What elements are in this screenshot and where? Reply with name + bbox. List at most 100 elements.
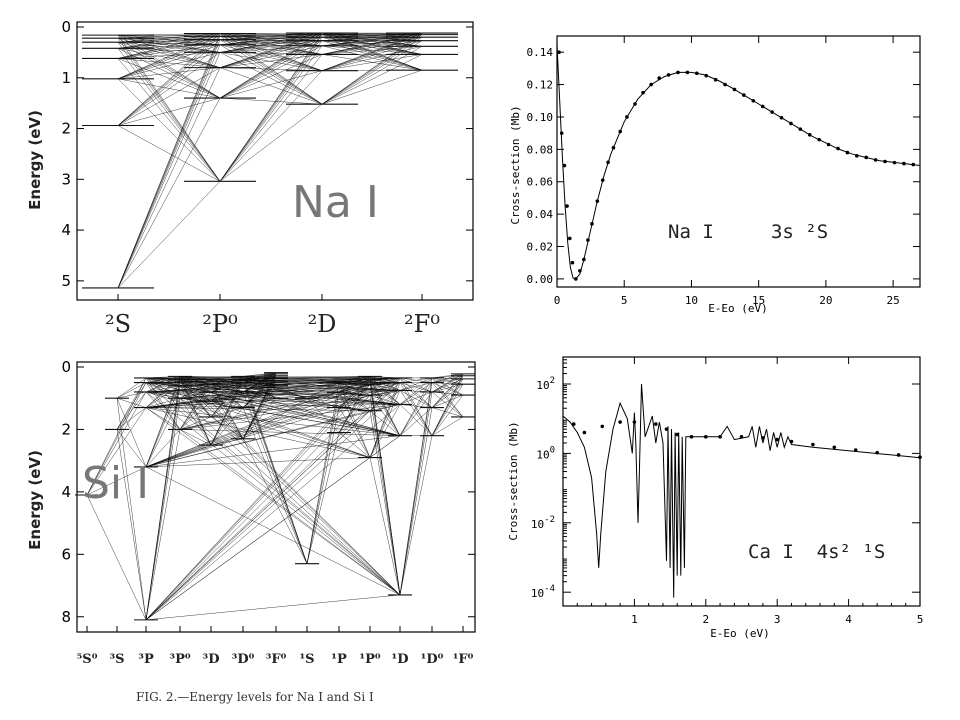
- transition-line: [321, 54, 423, 105]
- transition-line: [219, 40, 323, 68]
- term-label: ¹D: [392, 652, 409, 667]
- transition-line: [117, 34, 221, 46]
- transition-line: [145, 376, 181, 467]
- transition-line: [399, 377, 433, 436]
- y-tick-label: 1: [61, 69, 71, 87]
- transition-line: [219, 52, 323, 105]
- term-label: ³P: [138, 652, 154, 667]
- data-point: [578, 269, 582, 273]
- transition-line: [219, 52, 323, 71]
- transition-line: [117, 52, 221, 80]
- transition-line: [86, 494, 147, 620]
- transition-line: [179, 429, 401, 596]
- transition-line: [145, 466, 401, 596]
- data-point: [761, 436, 765, 440]
- transition-line: [321, 36, 423, 47]
- data-point: [654, 422, 658, 426]
- transition-line: [145, 377, 401, 405]
- x-tick-label: 2: [702, 613, 709, 626]
- transition-line: [321, 32, 423, 47]
- transition-line: [321, 40, 423, 55]
- y-tick-label: 0.04: [527, 208, 554, 221]
- transition-line: [145, 379, 181, 393]
- transition-line: [117, 38, 221, 182]
- data-point: [557, 50, 561, 54]
- transition-line: [210, 401, 244, 439]
- transition-line: [179, 376, 401, 379]
- data-point: [855, 154, 859, 158]
- y-tick-label: 4: [61, 483, 71, 501]
- y-tick-label: 3: [61, 170, 71, 188]
- transition-line: [179, 404, 401, 430]
- transition-line: [117, 67, 221, 289]
- transition-line: [242, 407, 308, 564]
- transition-line: [399, 382, 433, 408]
- transition-line: [117, 78, 221, 182]
- transition-line: [145, 391, 401, 596]
- y-tick-label: 102: [536, 376, 555, 392]
- transition-line: [145, 404, 401, 621]
- transition-line: [117, 48, 221, 53]
- figure-caption: FIG. 2.—Energy levels for Na I and Si I: [136, 690, 374, 704]
- data-point: [739, 435, 744, 439]
- transition-line: [145, 594, 401, 621]
- transition-line: [431, 382, 464, 418]
- transition-line: [431, 416, 464, 436]
- transition-line: [219, 40, 323, 99]
- data-point: [695, 71, 699, 76]
- y-tick-label: 0.00: [527, 273, 554, 286]
- transition-line: [431, 383, 464, 408]
- transition-line: [369, 394, 401, 405]
- y-tick-label: 5: [61, 272, 71, 290]
- transition-line: [399, 377, 433, 393]
- transition-line: [145, 377, 371, 458]
- transition-line: [86, 377, 147, 496]
- x-tick-label: 20: [819, 294, 832, 307]
- transition-line: [179, 377, 401, 430]
- data-point: [864, 155, 869, 160]
- na-cross-section-annotation: Na I 3s ²S: [668, 221, 828, 243]
- transition-line: [145, 435, 401, 621]
- transition-line: [399, 435, 433, 595]
- data-point: [873, 158, 878, 162]
- transition-line: [399, 382, 433, 393]
- data-point: [760, 104, 765, 109]
- data-point: [832, 445, 837, 450]
- y-tick-label: 2: [61, 420, 71, 438]
- transition-line: [116, 391, 147, 399]
- transition-line: [431, 394, 464, 436]
- transition-line: [117, 34, 221, 68]
- transition-line: [117, 67, 221, 126]
- data-point: [789, 121, 793, 126]
- transition-line: [117, 39, 221, 126]
- transition-line: [219, 44, 323, 71]
- transition-line: [86, 391, 147, 496]
- data-point: [845, 150, 850, 155]
- transition-line: [117, 181, 221, 289]
- transition-line: [219, 44, 323, 55]
- transition-line: [431, 377, 464, 396]
- transition-line: [399, 377, 433, 595]
- x-tick-label: 4: [845, 613, 852, 626]
- transition-line: [431, 394, 464, 408]
- transition-line: [145, 377, 401, 621]
- y-tick-label: 0: [61, 18, 71, 36]
- transition-line: [145, 377, 401, 408]
- transition-line: [117, 39, 221, 59]
- transition-line: [179, 376, 212, 446]
- transition-line: [117, 44, 221, 126]
- ca-cross-section-annotation: Ca I 4s² ¹S: [748, 541, 885, 563]
- term-label: ¹F⁰: [453, 652, 474, 667]
- transition-line: [431, 383, 464, 393]
- data-point: [853, 448, 858, 452]
- transition-line: [242, 397, 308, 408]
- transition-line: [219, 35, 323, 71]
- term-label: ³S: [109, 652, 124, 667]
- transition-line: [117, 34, 221, 182]
- transition-line: [399, 391, 433, 436]
- transition-line: [399, 377, 433, 391]
- data-point: [685, 70, 690, 75]
- data-point: [811, 442, 815, 447]
- term-label: ²S: [105, 310, 131, 338]
